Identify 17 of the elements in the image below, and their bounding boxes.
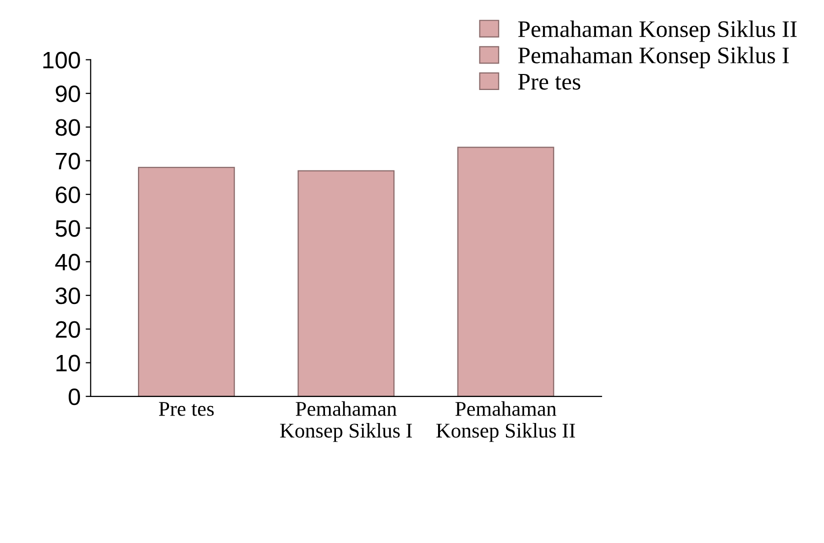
y-tick-label: 60 <box>56 186 80 204</box>
y-tick-label: 30 <box>56 287 80 304</box>
y-tick-label: 50 <box>56 220 80 237</box>
y-tick-label: 80 <box>56 119 80 136</box>
y-tick-label: 40 <box>55 254 80 271</box>
x-tick-label: Pemahaman Konsep Siklus I <box>280 401 412 442</box>
legend-label: Pemahaman Konsep Siklus I <box>518 46 789 68</box>
legend-label: Pemahaman Konsep Siklus II <box>518 20 797 42</box>
y-tick-label: 0 <box>68 388 80 406</box>
legend-label: Pre tes <box>518 74 580 90</box>
y-tick-label: 10 <box>56 354 80 372</box>
y-tick-label: 100 <box>43 52 80 69</box>
x-tick-label: Pre tes <box>158 402 214 416</box>
x-tick-label: Pemahaman Konsep Siklus II <box>436 401 576 442</box>
y-tick-label: 70 <box>56 152 80 170</box>
y-tick-label: 90 <box>56 85 80 102</box>
y-tick-label: 20 <box>56 321 80 338</box>
